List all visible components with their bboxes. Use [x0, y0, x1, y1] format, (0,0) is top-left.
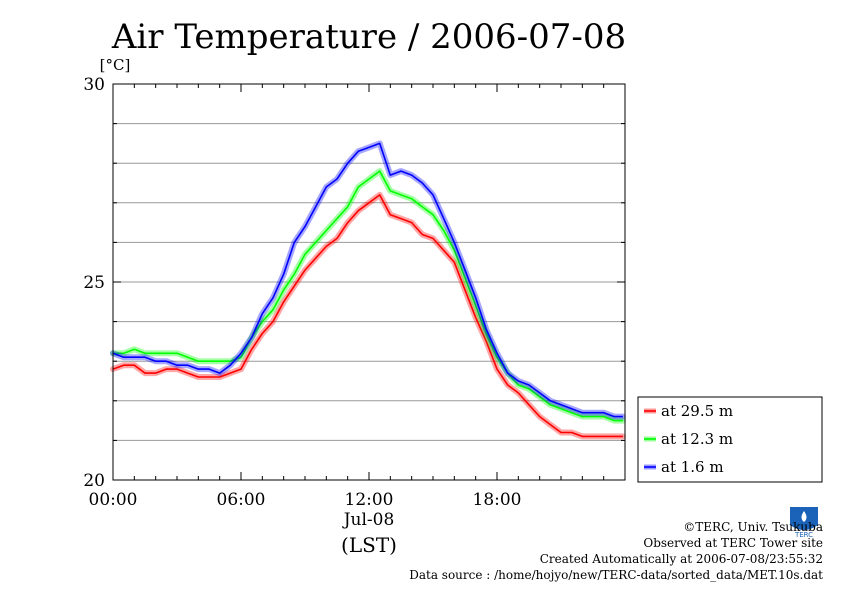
gridlines — [113, 123, 625, 441]
axis-ticks: 00:00 06:00 12:00 18:00 20 25 30 — [83, 75, 626, 510]
x-tick-label: 12:00 — [345, 490, 394, 510]
series-line — [113, 170, 623, 422]
y-tick-label: 30 — [83, 75, 105, 95]
logo-drop-inner-icon — [801, 511, 807, 522]
y-axis-unit-label: [°C] — [100, 56, 131, 74]
legend-label: at 1.6 m — [661, 458, 724, 476]
series-line — [112, 194, 623, 438]
chart-title: Air Temperature / 2006-07-08 — [111, 17, 626, 57]
x-date-label: Jul-08 — [342, 510, 395, 530]
y-tick-label: 20 — [83, 471, 105, 491]
x-tick-label: 00:00 — [89, 490, 138, 510]
terc-logo: TERC — [790, 507, 818, 539]
legend-label: at 12.3 m — [661, 430, 733, 448]
x-unit-label: (LST) — [341, 533, 397, 557]
legend: at 29.5 m at 12.3 m at 1.6 m — [637, 396, 823, 483]
copyright-text: ©TERC, Univ. Tsukuba — [683, 520, 823, 534]
data-source-text: Data source : /home/hojyo/new/TERC-data/… — [409, 568, 823, 582]
logo-text: TERC — [794, 531, 813, 539]
legend-box — [637, 396, 823, 483]
series-band — [110, 168, 626, 424]
observed-text: Observed at TERC Tower site — [643, 536, 823, 550]
credits-block: ©TERC, Univ. Tsukuba Observed at TERC To… — [409, 519, 823, 583]
x-tick-label: 18:00 — [473, 490, 522, 510]
legend-label: at 29.5 m — [661, 402, 733, 420]
series-lines — [110, 140, 626, 440]
series-line — [112, 142, 623, 418]
created-text: Created Automatically at 2006-07-08/23:5… — [539, 552, 823, 566]
x-tick-label: 06:00 — [217, 490, 266, 510]
y-tick-label: 25 — [83, 273, 105, 293]
